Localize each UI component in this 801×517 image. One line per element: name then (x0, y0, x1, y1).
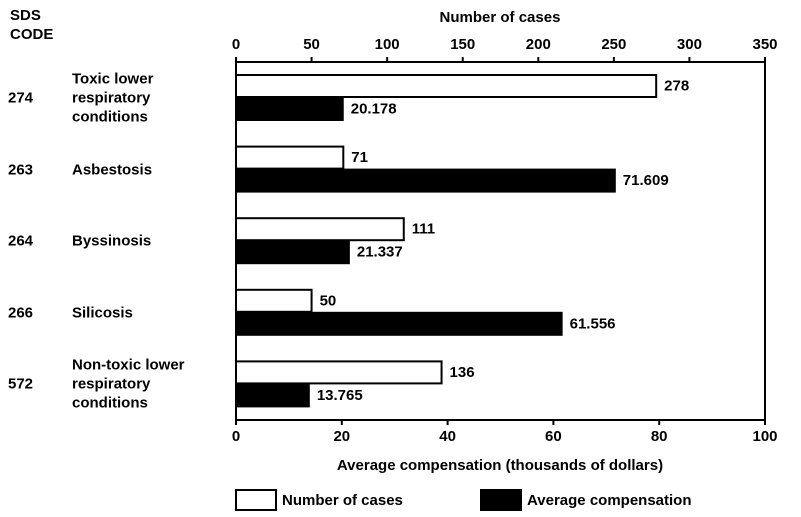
value-label: 71.609 (623, 172, 669, 189)
bar (235, 360, 443, 385)
value-label: 21.337 (357, 244, 403, 261)
bar (235, 74, 658, 98)
code-header: SDS CODE (10, 7, 54, 43)
category-label: Non-toxic lower respiratory conditions (72, 356, 185, 412)
bar (235, 217, 405, 242)
sds-code: 266 (8, 304, 34, 322)
x2-tick-label: 150 (450, 36, 475, 53)
category-label: Silicosis (72, 304, 133, 322)
sds-code: 274 (8, 89, 34, 107)
value-label: 111 (412, 221, 435, 238)
sds-code: 572 (8, 375, 34, 393)
bar (235, 383, 310, 408)
legend-label: Average compensation (527, 492, 692, 509)
legend-label: Number of cases (282, 492, 403, 509)
x-tick-label: 80 (651, 428, 668, 445)
x2-tick-label: 300 (677, 36, 702, 53)
x-tick-label: 40 (439, 428, 456, 445)
x2-tick-label: 250 (601, 36, 626, 53)
value-label: 71 (351, 149, 368, 166)
value-label: 136 (450, 364, 475, 381)
value-label: 13.765 (317, 387, 363, 404)
category-label: Asbestosis (72, 161, 153, 179)
legend-swatch (480, 489, 522, 511)
x2-tick-label: 0 (232, 36, 240, 53)
x2-tick-label: 200 (526, 36, 551, 53)
value-label: 278 (664, 77, 689, 94)
bar (235, 288, 313, 313)
bar (235, 168, 616, 193)
x-tick-label: 0 (232, 428, 240, 445)
sds-code: 264 (8, 232, 34, 250)
x-tick-label: 60 (545, 428, 562, 445)
x-tick-label: 20 (333, 428, 350, 445)
value-label: 20.178 (351, 100, 397, 117)
sds-code: 263 (8, 161, 34, 179)
x2-tick-label: 100 (375, 36, 400, 53)
bar (235, 145, 345, 170)
x2-tick-label: 50 (303, 36, 320, 53)
bar (235, 311, 563, 336)
legend-swatch (235, 489, 277, 511)
category-label: Byssinosis (72, 232, 152, 250)
x2-axis-title: Number of cases (440, 9, 561, 26)
x2-tick-label: 350 (752, 36, 777, 53)
value-label: 50 (320, 292, 337, 309)
x-tick-label: 100 (752, 428, 777, 445)
bar (235, 240, 350, 265)
category-label: Toxic lower respiratory conditions (72, 70, 154, 126)
x-axis-title: Average compensation (thousands of dolla… (337, 457, 663, 474)
value-label: 61.556 (570, 315, 616, 332)
bar (235, 97, 344, 121)
